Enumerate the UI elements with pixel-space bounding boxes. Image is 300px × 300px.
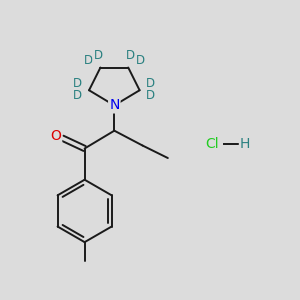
Text: D: D [83,54,92,67]
Text: D: D [94,49,103,62]
Text: Cl: Cl [206,137,219,151]
Text: D: D [146,77,155,90]
Text: D: D [73,77,82,90]
Text: N: N [109,98,119,112]
Text: D: D [73,89,82,102]
Text: O: O [50,129,61,143]
Text: D: D [136,54,145,67]
Text: D: D [146,89,155,102]
Text: D: D [126,49,135,62]
Text: H: H [240,137,250,151]
